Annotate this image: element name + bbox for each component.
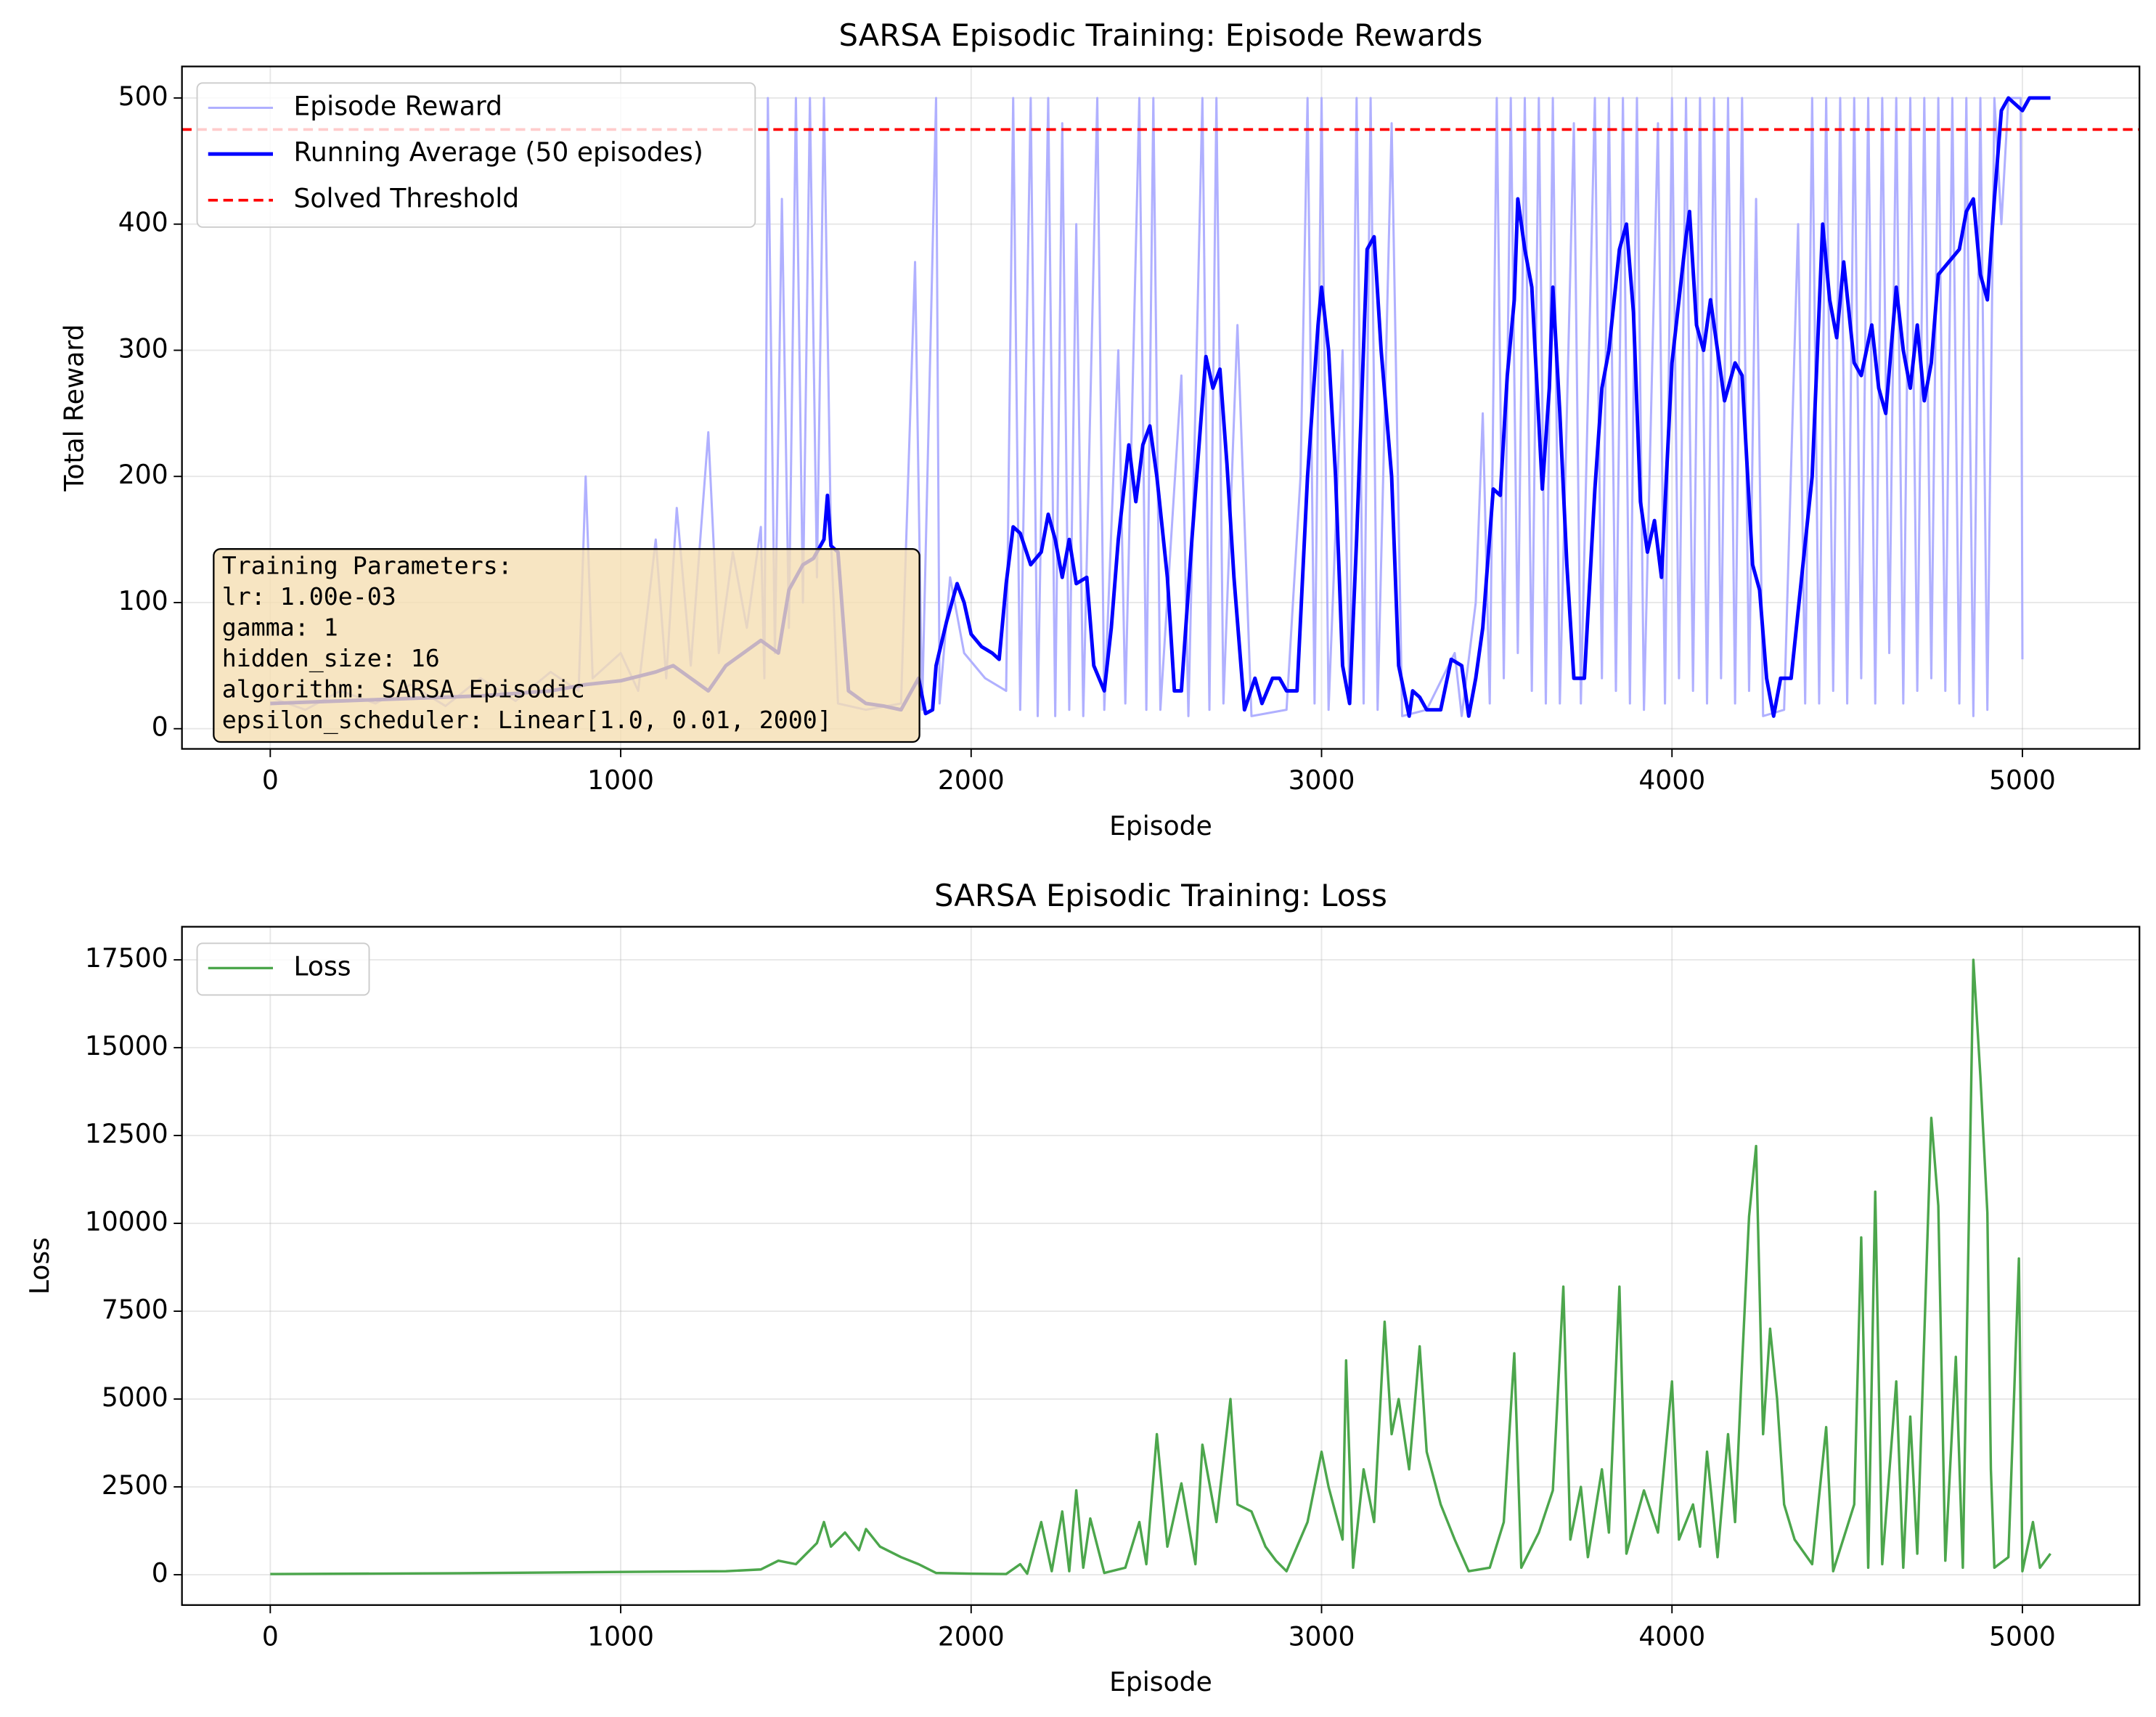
x-tick-label: 2000 — [938, 1621, 1005, 1652]
legend-box — [196, 82, 756, 228]
axes-frame — [181, 926, 2141, 1606]
text-box — [213, 548, 920, 743]
y-tick-label: 5000 — [102, 1382, 168, 1413]
x-tick-label: 4000 — [1638, 1621, 1705, 1652]
y-tick-label: 2500 — [102, 1470, 168, 1501]
y-axis-label: Total Reward — [59, 324, 89, 492]
y-tick-label: 7500 — [102, 1294, 168, 1325]
x-tick-label: 0 — [262, 765, 279, 796]
x-axis-label: Episode — [1109, 1667, 1212, 1697]
chart-title: SARSA Episodic Training: Episode Rewards — [838, 17, 1482, 53]
y-tick-label: 400 — [118, 208, 168, 238]
chart-title: SARSA Episodic Training: Loss — [934, 878, 1387, 913]
text-box-line: epsilon_scheduler: Linear[1.0, 0.01, 200… — [222, 706, 832, 735]
y-tick-label: 17500 — [85, 943, 168, 974]
legend-label: Running Average (50 episodes) — [293, 137, 703, 168]
legend-box — [196, 942, 370, 996]
x-tick-label: 4000 — [1638, 765, 1705, 796]
legend-label: Episode Reward — [293, 91, 502, 122]
y-tick-label: 200 — [118, 460, 168, 490]
x-tick-label: 1000 — [587, 1621, 654, 1652]
axes-frame — [181, 65, 2141, 750]
x-tick-label: 0 — [262, 1621, 279, 1652]
x-tick-label: 5000 — [1989, 1621, 2056, 1652]
text-box-line: algorithm: SARSA Episodic — [222, 675, 585, 703]
y-tick-label: 12500 — [85, 1119, 168, 1149]
y-tick-label: 500 — [118, 81, 168, 112]
x-tick-label: 3000 — [1289, 765, 1355, 796]
y-axis-label: Loss — [25, 1237, 55, 1294]
y-tick-label: 15000 — [85, 1031, 168, 1061]
series-line — [270, 96, 2051, 718]
text-box-line: hidden_size: 16 — [222, 644, 440, 673]
y-tick-label: 100 — [118, 586, 168, 616]
series-line — [270, 958, 2051, 1575]
y-tick-label: 0 — [152, 712, 168, 743]
y-tick-label: 0 — [152, 1558, 168, 1588]
x-tick-label: 3000 — [1289, 1621, 1355, 1652]
x-tick-label: 2000 — [938, 765, 1005, 796]
y-tick-label: 10000 — [85, 1207, 168, 1237]
x-tick-label: 5000 — [1989, 765, 2056, 796]
text-box-line: lr: 1.00e-03 — [222, 582, 396, 611]
text-box-line: gamma: 1 — [222, 613, 338, 641]
text-box-line: Training Parameters: — [222, 551, 513, 579]
x-axis-label: Episode — [1109, 811, 1212, 841]
legend-label: Solved Threshold — [293, 184, 519, 214]
x-tick-label: 1000 — [587, 765, 654, 796]
legend-label: Loss — [293, 951, 351, 982]
y-tick-label: 300 — [118, 333, 168, 364]
plot-area — [270, 958, 2051, 1575]
